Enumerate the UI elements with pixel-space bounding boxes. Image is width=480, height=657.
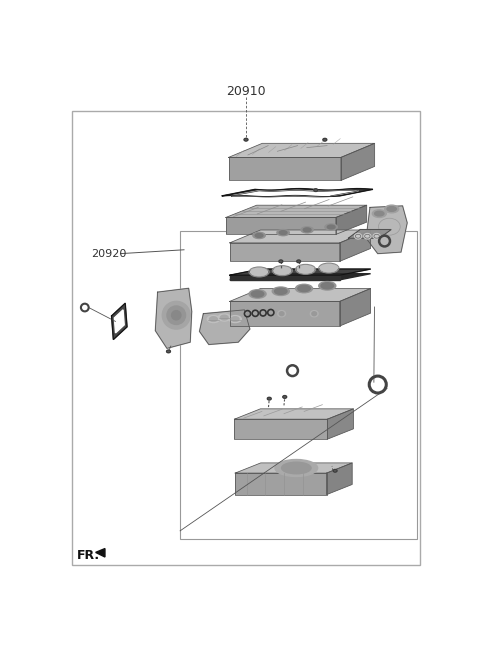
Ellipse shape — [267, 397, 271, 400]
Polygon shape — [341, 143, 375, 181]
Ellipse shape — [375, 212, 384, 216]
Ellipse shape — [303, 228, 311, 232]
Polygon shape — [230, 230, 371, 243]
Ellipse shape — [229, 315, 241, 323]
Text: 20910: 20910 — [226, 85, 266, 99]
Ellipse shape — [244, 139, 248, 141]
Polygon shape — [336, 205, 367, 235]
Polygon shape — [96, 549, 105, 557]
Ellipse shape — [320, 264, 337, 272]
Ellipse shape — [385, 205, 399, 213]
Ellipse shape — [220, 315, 228, 320]
Ellipse shape — [278, 311, 286, 317]
Ellipse shape — [251, 268, 268, 276]
Ellipse shape — [314, 189, 318, 191]
Circle shape — [162, 302, 190, 329]
Polygon shape — [326, 463, 352, 495]
Polygon shape — [114, 310, 124, 333]
Ellipse shape — [311, 311, 318, 317]
Ellipse shape — [282, 463, 311, 474]
Bar — [72, 111, 420, 566]
Polygon shape — [228, 143, 375, 158]
Polygon shape — [348, 229, 391, 238]
Ellipse shape — [275, 288, 287, 294]
Polygon shape — [235, 463, 352, 473]
Bar — [180, 231, 417, 539]
Ellipse shape — [255, 233, 263, 237]
Ellipse shape — [298, 285, 310, 292]
Ellipse shape — [297, 265, 314, 273]
Polygon shape — [226, 205, 367, 217]
Ellipse shape — [321, 283, 334, 289]
Ellipse shape — [323, 139, 327, 141]
Ellipse shape — [372, 210, 386, 217]
Ellipse shape — [333, 469, 337, 472]
Ellipse shape — [167, 350, 170, 353]
Polygon shape — [226, 217, 336, 235]
Polygon shape — [222, 189, 373, 196]
Ellipse shape — [364, 233, 371, 239]
Ellipse shape — [210, 317, 217, 321]
Ellipse shape — [279, 312, 284, 315]
Text: 20920: 20920 — [91, 248, 126, 259]
Ellipse shape — [373, 233, 380, 239]
Text: FR.: FR. — [77, 549, 100, 562]
Ellipse shape — [297, 260, 300, 263]
Polygon shape — [230, 275, 340, 280]
Ellipse shape — [279, 260, 283, 263]
Ellipse shape — [319, 282, 336, 290]
Ellipse shape — [231, 317, 239, 321]
Polygon shape — [111, 304, 127, 340]
Polygon shape — [340, 230, 371, 261]
Polygon shape — [230, 302, 340, 326]
Ellipse shape — [275, 459, 318, 476]
Polygon shape — [230, 288, 371, 302]
Ellipse shape — [355, 233, 361, 239]
Ellipse shape — [277, 229, 289, 236]
Polygon shape — [327, 409, 353, 439]
Ellipse shape — [327, 225, 335, 229]
Ellipse shape — [247, 312, 252, 315]
Ellipse shape — [312, 312, 316, 315]
Polygon shape — [228, 158, 341, 181]
Ellipse shape — [283, 396, 287, 398]
Ellipse shape — [252, 291, 264, 297]
Ellipse shape — [279, 231, 287, 235]
Ellipse shape — [218, 314, 230, 321]
Ellipse shape — [296, 284, 312, 293]
Ellipse shape — [274, 267, 291, 275]
Ellipse shape — [325, 224, 337, 230]
Circle shape — [167, 306, 186, 325]
Ellipse shape — [387, 207, 396, 212]
Ellipse shape — [207, 315, 220, 323]
Circle shape — [172, 311, 181, 320]
Polygon shape — [234, 409, 353, 419]
Polygon shape — [230, 274, 371, 280]
Polygon shape — [200, 310, 250, 344]
Polygon shape — [366, 206, 407, 254]
Ellipse shape — [272, 287, 289, 296]
Polygon shape — [340, 288, 371, 326]
Polygon shape — [230, 269, 371, 275]
Polygon shape — [234, 419, 327, 439]
Ellipse shape — [301, 227, 313, 233]
Ellipse shape — [249, 290, 266, 298]
Ellipse shape — [245, 311, 253, 317]
Polygon shape — [231, 191, 358, 197]
Polygon shape — [156, 288, 192, 348]
Polygon shape — [235, 473, 326, 495]
Polygon shape — [230, 243, 340, 261]
Ellipse shape — [253, 233, 265, 238]
